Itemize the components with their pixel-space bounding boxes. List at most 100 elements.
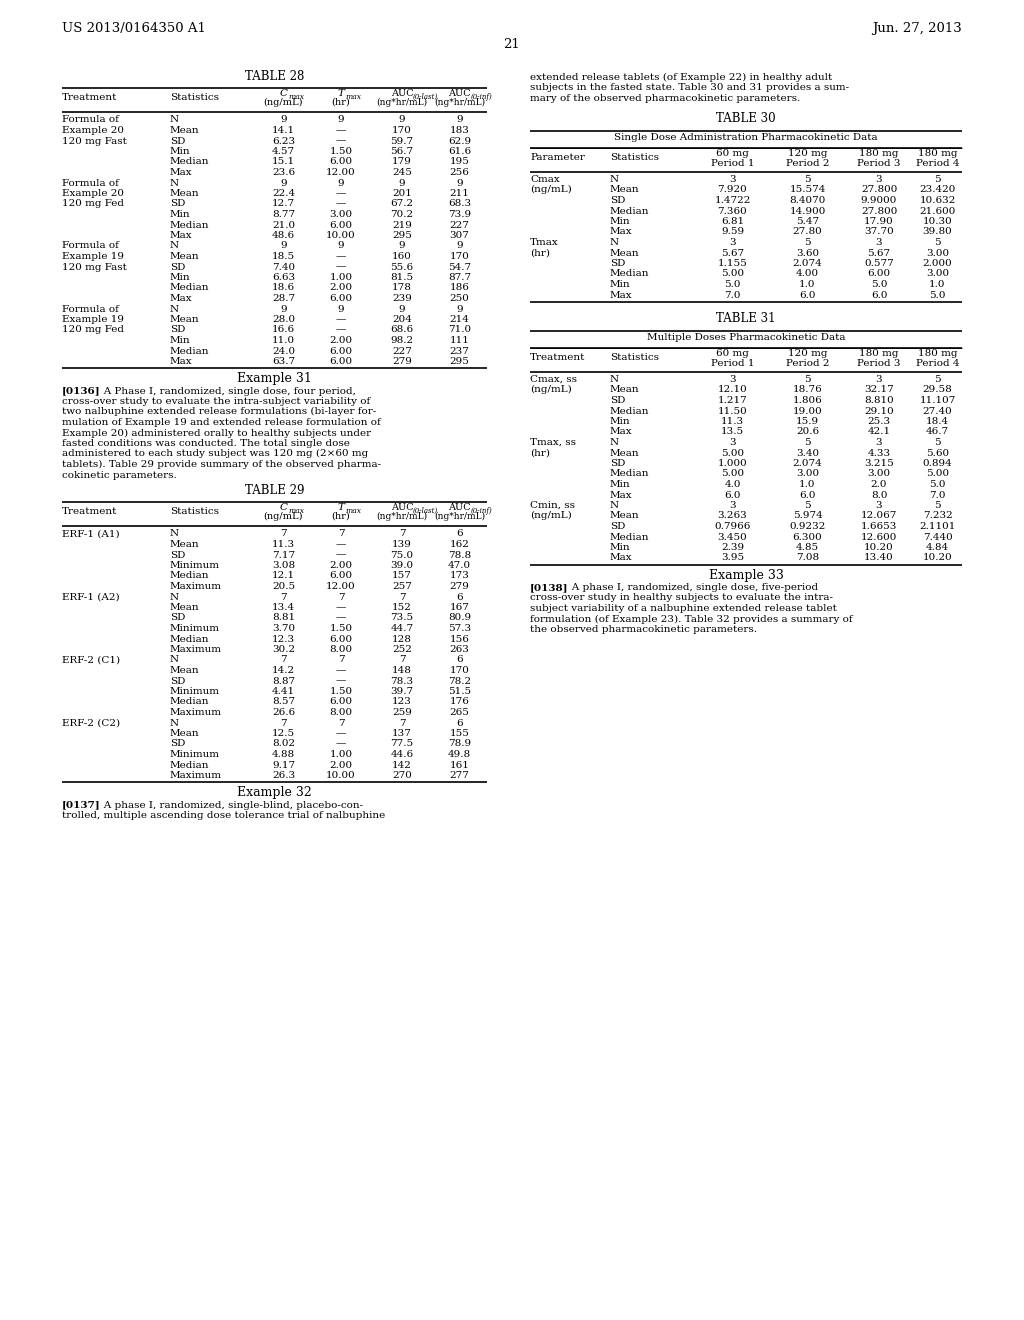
Text: Mean: Mean — [610, 385, 640, 395]
Text: 5: 5 — [804, 238, 811, 247]
Text: 7: 7 — [398, 529, 406, 539]
Text: 155: 155 — [450, 729, 469, 738]
Text: (0-last): (0-last) — [413, 507, 438, 515]
Text: Mean: Mean — [170, 540, 200, 549]
Text: 7.40: 7.40 — [272, 263, 295, 272]
Text: Mean: Mean — [170, 189, 200, 198]
Text: 6.23: 6.23 — [272, 136, 295, 145]
Text: 9: 9 — [456, 116, 463, 124]
Text: Median: Median — [170, 346, 210, 355]
Text: 21: 21 — [504, 38, 520, 51]
Text: 4.85: 4.85 — [796, 543, 819, 552]
Text: Cmax, ss: Cmax, ss — [530, 375, 577, 384]
Text: ERF-2 (C1): ERF-2 (C1) — [62, 656, 120, 664]
Text: 120 mg Fast: 120 mg Fast — [62, 136, 127, 145]
Text: —: — — [336, 729, 346, 738]
Text: 15.574: 15.574 — [790, 186, 825, 194]
Text: Parameter: Parameter — [530, 153, 585, 161]
Text: 18.6: 18.6 — [272, 284, 295, 293]
Text: Statistics: Statistics — [610, 352, 659, 362]
Text: 44.7: 44.7 — [390, 624, 414, 634]
Text: 1.00: 1.00 — [330, 750, 352, 759]
Text: N: N — [170, 242, 179, 251]
Text: 61.6: 61.6 — [447, 147, 471, 156]
Text: the observed pharmacokinetic parameters.: the observed pharmacokinetic parameters. — [530, 624, 757, 634]
Text: [0136]: [0136] — [62, 387, 100, 396]
Text: Mean: Mean — [610, 186, 640, 194]
Text: 1.6653: 1.6653 — [861, 521, 897, 531]
Text: 8.00: 8.00 — [330, 708, 352, 717]
Text: 60 mg: 60 mg — [716, 149, 749, 158]
Text: Period 3: Period 3 — [857, 359, 901, 367]
Text: 62.9: 62.9 — [447, 136, 471, 145]
Text: 78.2: 78.2 — [447, 676, 471, 685]
Text: 265: 265 — [450, 708, 469, 717]
Text: 20.5: 20.5 — [272, 582, 295, 591]
Text: 4.88: 4.88 — [272, 750, 295, 759]
Text: 1.50: 1.50 — [330, 147, 352, 156]
Text: Multiple Doses Pharmacokinetic Data: Multiple Doses Pharmacokinetic Data — [647, 334, 845, 342]
Text: 14.1: 14.1 — [272, 125, 295, 135]
Text: 176: 176 — [450, 697, 469, 706]
Text: 120 mg: 120 mg — [787, 149, 827, 158]
Text: 160: 160 — [392, 252, 412, 261]
Text: 7: 7 — [338, 656, 344, 664]
Text: formulation (of Example 23). Table 32 provides a summary of: formulation (of Example 23). Table 32 pr… — [530, 614, 853, 623]
Text: 5.00: 5.00 — [721, 449, 744, 458]
Text: 28.7: 28.7 — [272, 294, 295, 304]
Text: 211: 211 — [450, 189, 469, 198]
Text: 5: 5 — [934, 502, 941, 510]
Text: 5.00: 5.00 — [721, 269, 744, 279]
Text: 5: 5 — [804, 375, 811, 384]
Text: TABLE 31: TABLE 31 — [716, 312, 776, 325]
Text: 30.2: 30.2 — [272, 645, 295, 653]
Text: Median: Median — [610, 407, 649, 416]
Text: 270: 270 — [392, 771, 412, 780]
Text: Period 3: Period 3 — [857, 158, 901, 168]
Text: 63.7: 63.7 — [272, 356, 295, 366]
Text: Mean: Mean — [610, 449, 640, 458]
Text: 7: 7 — [281, 656, 287, 664]
Text: 8.77: 8.77 — [272, 210, 295, 219]
Text: SD: SD — [610, 195, 626, 205]
Text: max: max — [289, 507, 304, 515]
Text: Min: Min — [170, 147, 190, 156]
Text: A Phase I, randomized, single dose, four period,: A Phase I, randomized, single dose, four… — [94, 387, 356, 396]
Text: 22.4: 22.4 — [272, 189, 295, 198]
Text: 7: 7 — [338, 529, 344, 539]
Text: 6.00: 6.00 — [330, 346, 352, 355]
Text: 56.7: 56.7 — [390, 147, 414, 156]
Text: 6: 6 — [456, 656, 463, 664]
Text: 28.0: 28.0 — [272, 315, 295, 323]
Text: 7: 7 — [338, 718, 344, 727]
Text: 5.0: 5.0 — [929, 480, 946, 488]
Text: Example 19: Example 19 — [62, 315, 124, 323]
Text: subject variability of a nalbuphine extended release tablet: subject variability of a nalbuphine exte… — [530, 605, 837, 612]
Text: N: N — [170, 593, 179, 602]
Text: Formula of: Formula of — [62, 116, 119, 124]
Text: 26.6: 26.6 — [272, 708, 295, 717]
Text: 1.000: 1.000 — [718, 459, 748, 469]
Text: 68.3: 68.3 — [447, 199, 471, 209]
Text: SD: SD — [610, 521, 626, 531]
Text: Median: Median — [610, 269, 649, 279]
Text: 6.00: 6.00 — [330, 294, 352, 304]
Text: TABLE 30: TABLE 30 — [716, 111, 776, 124]
Text: 15.1: 15.1 — [272, 157, 295, 166]
Text: 257: 257 — [392, 582, 412, 591]
Text: 120 mg Fed: 120 mg Fed — [62, 326, 124, 334]
Text: N: N — [170, 116, 179, 124]
Text: 5.00: 5.00 — [721, 470, 744, 479]
Text: 18.5: 18.5 — [272, 252, 295, 261]
Text: T: T — [338, 503, 344, 512]
Text: 12.5: 12.5 — [272, 729, 295, 738]
Text: 5.00: 5.00 — [926, 470, 949, 479]
Text: 47.0: 47.0 — [447, 561, 471, 570]
Text: 10.20: 10.20 — [923, 553, 952, 562]
Text: 3.263: 3.263 — [718, 511, 748, 520]
Text: 170: 170 — [450, 667, 469, 675]
Text: —: — — [336, 252, 346, 261]
Text: 9: 9 — [281, 242, 287, 251]
Text: (0-last): (0-last) — [413, 92, 438, 102]
Text: 7: 7 — [398, 656, 406, 664]
